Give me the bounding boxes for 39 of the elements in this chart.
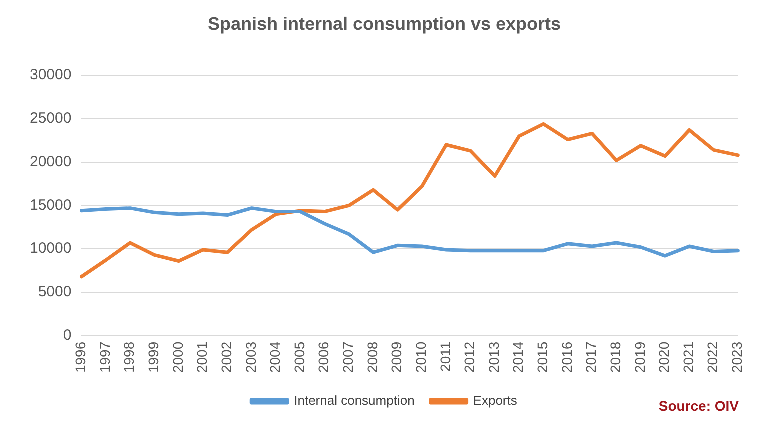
x-tick-label: 2016	[558, 342, 575, 374]
legend-label: Exports	[473, 393, 518, 408]
x-tick-label: 1996	[72, 342, 89, 374]
x-tick-label: 2009	[388, 342, 405, 374]
x-tick-label: 2014	[510, 342, 526, 374]
x-tick-label: 2005	[291, 342, 308, 374]
y-tick-label: 30000	[30, 66, 72, 84]
x-tick-label: 1999	[146, 342, 162, 374]
x-tick-label: 2003	[242, 342, 259, 374]
legend-label: Internal consumption	[294, 393, 415, 408]
x-tick-label: 2023	[729, 342, 746, 374]
x-tick-label: 2001	[194, 342, 210, 374]
y-tick-label: 0	[63, 326, 72, 344]
y-tick-label: 15000	[30, 196, 72, 214]
source-note: Source: OIV	[658, 398, 739, 414]
x-tick-label: 2010	[412, 342, 429, 374]
x-tick-label: 2012	[462, 342, 478, 374]
x-tick-label: 2019	[632, 342, 648, 374]
x-tick-label: 2020	[656, 342, 672, 374]
x-tick-label: 2021	[680, 342, 696, 374]
y-tick-label: 10000	[30, 240, 72, 258]
y-tick-label: 25000	[30, 110, 72, 128]
x-tick-label: 2018	[607, 342, 624, 374]
x-tick-label: 2008	[364, 342, 380, 374]
x-tick-label: 2015	[534, 342, 551, 374]
x-tick-label: 2007	[340, 342, 356, 374]
x-tick-label: 2017	[583, 342, 600, 374]
x-tick-label: 2002	[218, 342, 234, 374]
x-tick-label: 2022	[704, 342, 721, 374]
x-tick-label: 1997	[96, 342, 113, 374]
x-tick-label: 2004	[267, 342, 284, 374]
x-tick-label: 2013	[486, 342, 502, 374]
x-tick-label: 1998	[121, 342, 138, 374]
x-tick-label: 2006	[316, 342, 332, 374]
chart-title: Spanish internal consumption vs exports	[208, 14, 562, 34]
x-tick-label: 2011	[437, 342, 454, 372]
y-tick-label: 20000	[30, 153, 72, 170]
x-tick-label: 2000	[170, 342, 186, 374]
y-tick-label: 5000	[38, 284, 72, 301]
